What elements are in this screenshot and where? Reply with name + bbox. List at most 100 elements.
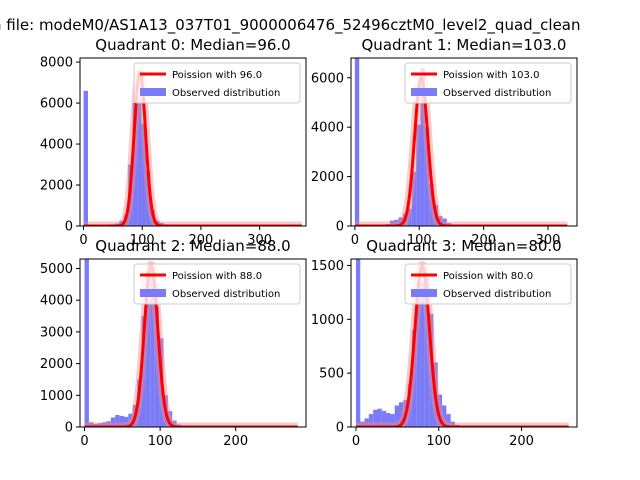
subplot-title: Quadrant 0: Median=96.0 [95, 36, 290, 54]
histogram-bar [450, 421, 455, 427]
histogram-bar [381, 410, 387, 427]
y-tick-label: 6000 [311, 71, 344, 86]
axes-frame [79, 57, 307, 227]
y-tick-label: 3000 [40, 325, 73, 340]
histogram-bar [399, 402, 404, 427]
subplot-title: Quadrant 1: Median=103.0 [362, 36, 567, 54]
legend-hist-label: Observed distribution [443, 289, 551, 300]
histogram-bar [429, 184, 434, 226]
histogram-bar [154, 306, 160, 427]
histogram-bar [106, 421, 111, 427]
histogram-bar [110, 417, 116, 427]
x-tick-label: 0 [80, 434, 88, 449]
x-tick-label: 200 [471, 233, 496, 248]
histogram-bar [446, 414, 451, 427]
histogram-bar [398, 217, 404, 226]
x-tick-label: 200 [223, 434, 248, 449]
y-tick-label: 1500 [311, 259, 344, 274]
subplot-3: 0 100 200 0 500 1000 1500 Quadrant 3: Median=80… [311, 237, 578, 449]
histogram-bar [115, 414, 120, 427]
legend: Poission with 103.0 Observed distribution [404, 62, 572, 104]
histogram-bar [119, 415, 124, 427]
y-tick-label: 0 [336, 421, 344, 436]
histogram-bar [390, 414, 395, 427]
histogram-bar [137, 379, 142, 427]
y-tick-label: 6000 [40, 97, 73, 112]
histogram-bar [145, 170, 151, 226]
legend-hist-swatch [411, 88, 437, 96]
legend-hist-swatch [140, 88, 166, 96]
histogram-bar [145, 300, 151, 427]
histogram-bar [416, 297, 421, 427]
histogram-bar [420, 281, 425, 427]
y-tick-label: 2000 [311, 170, 344, 185]
legend-line-label: Poission with 88.0 [172, 271, 262, 282]
histogram-bar [411, 171, 417, 226]
legend: Poission with 80.0 Observed distribution [404, 263, 572, 305]
y-tick-label: 5000 [40, 262, 73, 277]
histogram-bar [84, 259, 89, 427]
legend-hist-label: Observed distribution [172, 88, 280, 99]
x-tick-label: 300 [536, 233, 561, 248]
y-tick-label: 4000 [40, 294, 73, 309]
histogram-bar [364, 418, 369, 427]
legend-hist-label: Observed distribution [172, 289, 280, 300]
histogram-bar [97, 423, 103, 427]
subplot-title: Quadrant 2: Median=88.0 [95, 237, 290, 255]
histogram-bar [354, 58, 360, 226]
axes-frame [79, 258, 307, 428]
legend-hist-swatch [411, 289, 437, 297]
histogram-bar [411, 330, 417, 427]
x-tick-label: 300 [247, 233, 272, 248]
histogram-bar [437, 394, 443, 427]
legend-box [133, 62, 301, 104]
axes-frame [350, 57, 578, 227]
legend: Poission with 96.0 Observed distribution [133, 62, 301, 104]
legend-hist-swatch [140, 289, 166, 297]
x-tick-label: 200 [189, 233, 214, 248]
y-tick-label: 4000 [311, 121, 344, 136]
figure-suptitle: n file: modeM0/AS1A13_037T01_9000006476_… [0, 16, 581, 35]
y-tick-label: 2000 [40, 357, 73, 372]
x-tick-label: 100 [130, 233, 155, 248]
histogram-bar [141, 316, 146, 427]
histogram-bar [394, 405, 400, 427]
subplot-1: 0 100 200 300 0 2000 4000 6000 Quadrant 1: Media… [311, 36, 578, 248]
histogram-bar [424, 127, 430, 226]
subplot-0: 0 100 200 300 0 2000 4000 6000 8000 Quadrant 0: M… [40, 36, 307, 248]
x-tick-label: 100 [426, 434, 451, 449]
histogram-bar [102, 422, 107, 427]
histogram-bar [420, 67, 425, 226]
histogram-bar [407, 208, 412, 226]
histogram-bar [424, 276, 430, 427]
histogram-bar [407, 383, 412, 427]
x-tick-label: 200 [509, 434, 534, 449]
x-tick-label: 0 [351, 233, 359, 248]
x-tick-label: 100 [148, 434, 173, 449]
histogram-bar [394, 219, 399, 226]
legend-box [404, 62, 572, 104]
legend-line-label: Poission with 96.0 [172, 70, 262, 81]
histogram-bar [93, 423, 98, 427]
y-tick-label: 0 [65, 421, 73, 436]
legend-box [404, 263, 572, 305]
y-tick-label: 2000 [40, 179, 73, 194]
histogram-bar [132, 103, 138, 226]
x-tick-label: 100 [407, 233, 432, 248]
histogram-bar [416, 124, 421, 226]
legend-line-label: Poission with 103.0 [443, 70, 539, 81]
legend-hist-label: Observed distribution [443, 88, 551, 99]
histogram-bar [167, 411, 173, 427]
histogram-bar [377, 408, 382, 427]
y-tick-label: 1000 [40, 389, 73, 404]
histogram-bar [172, 420, 177, 427]
histogram-bar [355, 259, 361, 427]
histogram-bar [368, 414, 374, 427]
histogram-bar [150, 271, 155, 427]
histogram-bar [141, 123, 146, 226]
y-tick-label: 1000 [311, 313, 344, 328]
histogram-bar [438, 216, 443, 226]
